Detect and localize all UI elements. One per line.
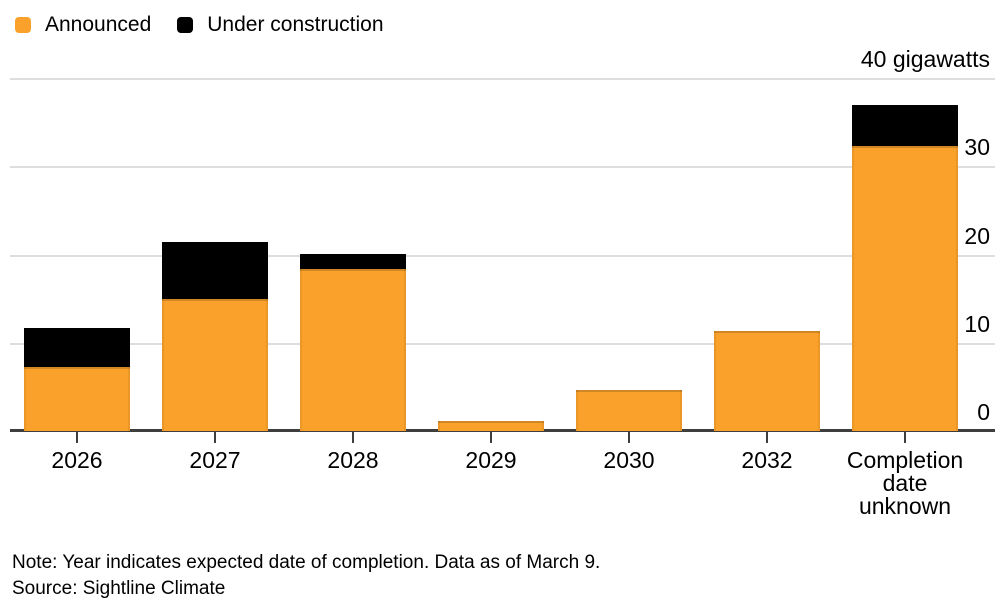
y-axis-tick-label-20: 20: [964, 222, 990, 249]
bar-2029: [438, 421, 544, 431]
x-axis-tick-2027: [214, 432, 216, 443]
bar-2027: [162, 242, 268, 431]
gridline-10: [10, 342, 995, 345]
x-axis-tick-2026: [76, 432, 78, 443]
bar-2030: [576, 389, 682, 431]
legend-swatch-under-construction-icon: [177, 17, 194, 33]
bar-segment-announced-2027: [162, 298, 268, 431]
x-axis-tick-2030: [628, 432, 630, 443]
x-axis-tick-2032: [766, 432, 768, 443]
gridline-30: [10, 166, 995, 169]
bar-segment-under-construction-2026: [24, 327, 130, 367]
y-axis-tick-label-30: 30: [964, 134, 990, 161]
bar-segment-announced-2029: [438, 421, 544, 431]
legend-swatch-announced-icon: [15, 17, 31, 33]
gridline-20: [10, 254, 995, 257]
bar-segment-under-construction-completion-date-unknown: [852, 105, 958, 146]
plot-area: 0 10 20 30 40 gigawatts: [10, 48, 995, 431]
bar-2032: [714, 331, 820, 431]
x-axis-tick-completion-date-unknown: [904, 432, 906, 443]
bar-completion-date-unknown: [852, 105, 958, 431]
chart-legend: Announced Under construction: [15, 13, 384, 37]
x-axis-label-2029: 2029: [465, 447, 517, 473]
chart-footer: Note: Year indicates expected date of co…: [12, 550, 600, 602]
bar-segment-announced-2032: [714, 331, 820, 431]
legend-item-announced: Announced: [15, 13, 151, 37]
x-axis-tick-2028: [352, 432, 354, 443]
y-axis-tick-label-10: 10: [964, 310, 990, 337]
x-axis-label-2026: 2026: [51, 447, 103, 473]
bar-segment-announced-2030: [576, 389, 682, 431]
x-axis-label-2028: 2028: [327, 447, 379, 473]
bar-2026: [24, 327, 130, 431]
x-axis-label-completion-date-unknown: Completion date unknown: [846, 447, 964, 519]
legend-label-announced: Announced: [45, 13, 152, 36]
x-axis-label-2027: 2027: [189, 447, 241, 473]
source-text: Source: Sightline Climate: [12, 578, 226, 599]
bar-segment-under-construction-2028: [300, 253, 406, 269]
bar-segment-announced-completion-date-unknown: [852, 145, 958, 431]
legend-label-under-construction: Under construction: [207, 13, 384, 36]
x-axis-label-2032: 2032: [741, 447, 793, 473]
bar-segment-announced-2028: [300, 268, 406, 431]
x-axis-tick-2029: [490, 432, 492, 443]
gridline-40: [10, 78, 995, 80]
legend-item-under-construction: Under construction: [177, 13, 384, 37]
bar-2028: [300, 253, 406, 431]
x-axis-label-2030: 2030: [603, 447, 655, 473]
y-axis-tick-label-40: 40 gigawatts: [860, 46, 990, 72]
y-axis-tick-label-0: 0: [977, 399, 990, 425]
bar-segment-announced-2026: [24, 366, 130, 431]
bar-segment-under-construction-2027: [162, 242, 268, 299]
note-text: Note: Year indicates expected date of co…: [12, 552, 601, 573]
